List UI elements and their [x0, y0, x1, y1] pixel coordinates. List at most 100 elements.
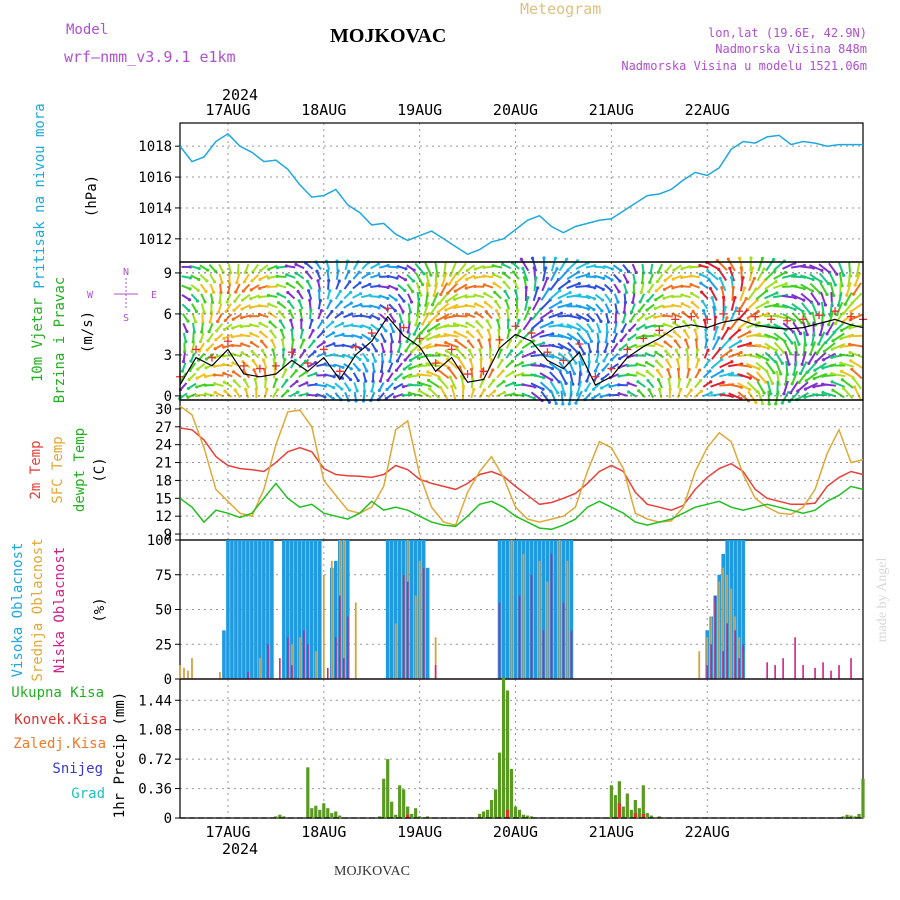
wind-vector-head — [840, 378, 844, 382]
wind-vector-head — [671, 294, 675, 299]
wind-vector-head — [251, 358, 255, 363]
mid-cloud-bar — [191, 658, 193, 679]
wind-vector-head — [236, 271, 240, 275]
wind-vector-head — [825, 292, 829, 297]
wind-vector — [814, 362, 827, 372]
wind-vector-head — [500, 358, 504, 362]
wind-vector-head — [654, 350, 658, 354]
wind-vector-head — [825, 332, 829, 336]
high-cloud-bar — [553, 540, 558, 679]
wind-vector-head — [189, 359, 193, 363]
wind-vector — [549, 371, 560, 383]
wind-vector-head — [185, 329, 189, 334]
wind-vector-head — [774, 279, 778, 284]
wind-vector-head — [811, 393, 816, 397]
wind-vector — [850, 359, 863, 369]
wind-vector-head — [812, 385, 816, 389]
wind-vector-head — [316, 279, 320, 283]
wind-vector-head — [819, 280, 823, 284]
top-day-label: 18AUG — [301, 101, 346, 119]
precip-legend-item: Konvek.Kisa — [14, 712, 107, 728]
wind-vector — [833, 322, 845, 334]
wind-vector-head — [545, 276, 549, 280]
wind-vector-head — [577, 328, 581, 332]
wind-vector-head — [350, 312, 354, 316]
wind-vector — [798, 371, 809, 384]
wind-vector — [755, 290, 768, 301]
wind-vector-head — [793, 307, 797, 311]
wind-vector-head — [739, 350, 743, 355]
wind-vector-head — [709, 380, 713, 384]
wind-vector-head — [249, 288, 253, 292]
wind-vector-head — [429, 312, 433, 316]
wind-vector-head — [280, 338, 285, 342]
wind-vector-head — [628, 328, 632, 333]
wind-vector — [740, 267, 743, 282]
low-cloud-bar — [530, 574, 533, 679]
wind-vector — [415, 282, 422, 296]
low-cloud-bar — [774, 665, 776, 679]
wind-vector-head — [384, 329, 388, 333]
wind-vector-head — [680, 267, 684, 271]
wind-vector-head — [848, 350, 852, 355]
wind-vector-head — [495, 309, 499, 313]
wind-vector — [445, 303, 459, 311]
precip-total-bar — [386, 759, 390, 818]
wind-vector-head — [751, 266, 755, 270]
wind-vector — [840, 362, 855, 368]
wind-vector-head — [590, 329, 594, 333]
wind-vector-head — [244, 387, 248, 391]
wind-vector-head — [213, 269, 218, 273]
wind-vector — [720, 327, 730, 341]
wind-vector — [747, 278, 756, 292]
wind-vector — [539, 372, 553, 381]
wind-vector-head — [377, 273, 381, 277]
wind-vector-head — [551, 332, 555, 336]
wind-vector-head — [203, 300, 207, 304]
low-cloud-bar — [710, 644, 713, 679]
wind-vector — [818, 272, 830, 285]
wind-vector-head — [655, 368, 660, 372]
mid-cloud-bar — [183, 667, 185, 679]
wind-vector-head — [518, 329, 522, 333]
wind-vector-head — [707, 358, 711, 363]
wind-vector-head — [186, 395, 190, 399]
wind-vector-head — [790, 341, 794, 345]
mid-cloud-bar — [434, 637, 437, 679]
y-tick-label: 0 — [164, 811, 172, 827]
wind-gust-marker — [575, 339, 584, 348]
wind-vector-head — [818, 333, 822, 337]
wind-vector — [713, 317, 717, 331]
wind-vector — [764, 342, 777, 352]
wind-vector — [710, 370, 724, 379]
wind-vector — [774, 351, 784, 364]
wind-vector-head — [197, 349, 202, 353]
wind-vector-head — [610, 349, 615, 353]
high-cloud-bar — [302, 540, 306, 679]
wind-vector — [719, 338, 731, 350]
wind-vector-head — [540, 318, 544, 322]
wind-vector-head — [265, 387, 269, 391]
wind-vector-head — [317, 288, 321, 293]
wind-vector — [792, 360, 798, 375]
wind-vector-head — [756, 309, 760, 313]
wind-vector — [784, 370, 789, 385]
wind-vector-head — [230, 335, 235, 339]
wind-vector-head — [205, 348, 209, 352]
wind-vector-head — [787, 399, 791, 404]
wind-vector-head — [673, 339, 677, 343]
wind-vector-head — [608, 393, 612, 397]
wind-vector — [792, 331, 800, 345]
wind-vector — [852, 377, 863, 390]
wind-vector — [737, 331, 751, 339]
wind-vector-head — [427, 283, 431, 288]
wind-vector — [729, 318, 739, 331]
precip-conv-bar — [406, 814, 410, 818]
wind-title-2: Brzina i Pravac — [52, 277, 68, 403]
wind-vector — [423, 301, 430, 316]
wind-vector — [445, 333, 459, 338]
low-cloud-bar — [307, 644, 309, 679]
wind-vector-head — [355, 389, 359, 393]
wind-vector — [524, 297, 529, 311]
wind-vector-head — [646, 299, 650, 303]
